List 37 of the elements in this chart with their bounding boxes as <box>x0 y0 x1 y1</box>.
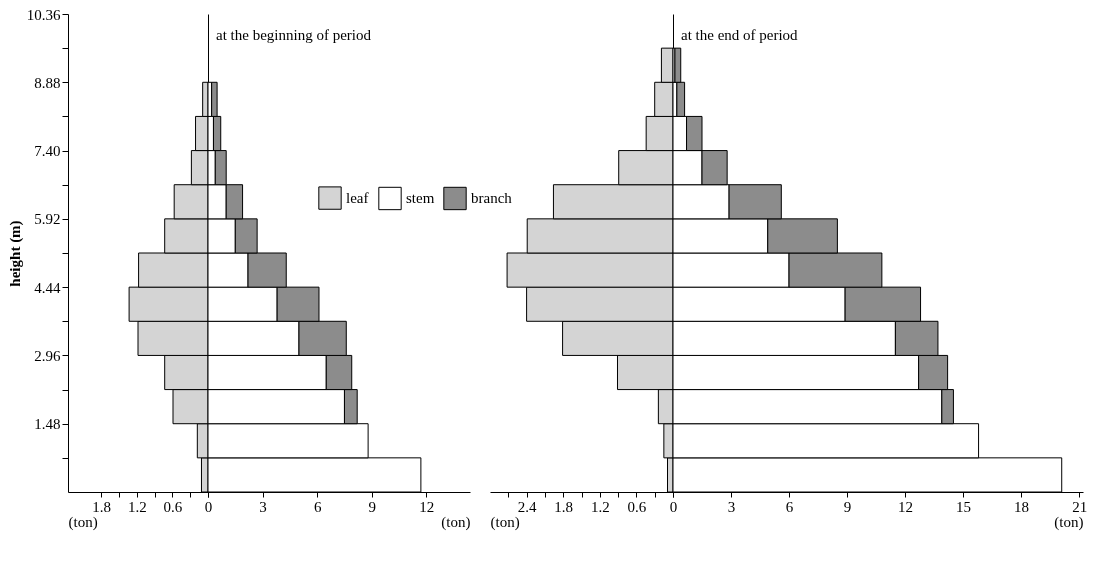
x-tick-label: 0 <box>204 498 213 515</box>
y-tick-label: 4.44 <box>34 279 61 296</box>
y-tick-label: 2.96 <box>34 347 61 364</box>
x-tick-label: 0.6 <box>163 498 183 515</box>
x-tick-label: 12 <box>419 498 435 515</box>
x-tick-label: 1.8 <box>554 498 574 515</box>
x-tick-label: 3 <box>259 498 267 515</box>
x-axis-title: (ton) <box>490 513 520 531</box>
y-axis-title: height (m) <box>6 220 24 287</box>
legend-label: branch <box>471 190 513 207</box>
x-tick-label: 12 <box>898 498 914 515</box>
x-tick-label: 9 <box>843 498 852 515</box>
y-tick-label: 8.88 <box>34 74 61 91</box>
x-tick-label: 0.6 <box>627 498 647 515</box>
y-tick-label: 1.48 <box>34 416 61 433</box>
x-tick-label: 9 <box>368 498 376 515</box>
x-axis-title: (ton) <box>1054 513 1084 531</box>
y-tick-label: 5.92 <box>34 211 61 228</box>
x-tick-label: 18 <box>1014 498 1030 515</box>
legend-label: leaf <box>346 190 369 207</box>
y-tick-label: 7.40 <box>34 143 61 160</box>
legend-label: stem <box>406 190 435 207</box>
annotation: at the beginning of period <box>216 27 372 43</box>
x-tick-label: 0 <box>669 498 678 515</box>
y-tick-label: 10.36 <box>26 6 61 23</box>
x-tick-label: 2.4 <box>517 498 537 515</box>
x-tick-label: 3 <box>727 498 736 515</box>
x-axis-title: (ton) <box>68 513 98 531</box>
annotation: at the end of period <box>681 27 799 43</box>
x-axis-title: (ton) <box>441 513 471 531</box>
x-tick-label: 15 <box>956 498 972 515</box>
x-tick-label: 6 <box>313 498 322 515</box>
x-tick-label: 1.2 <box>127 498 147 515</box>
x-tick-label: 1.8 <box>92 498 112 515</box>
x-tick-label: 21 <box>1072 498 1088 515</box>
x-tick-label: 1.2 <box>590 498 610 515</box>
x-tick-label: 6 <box>785 498 794 515</box>
